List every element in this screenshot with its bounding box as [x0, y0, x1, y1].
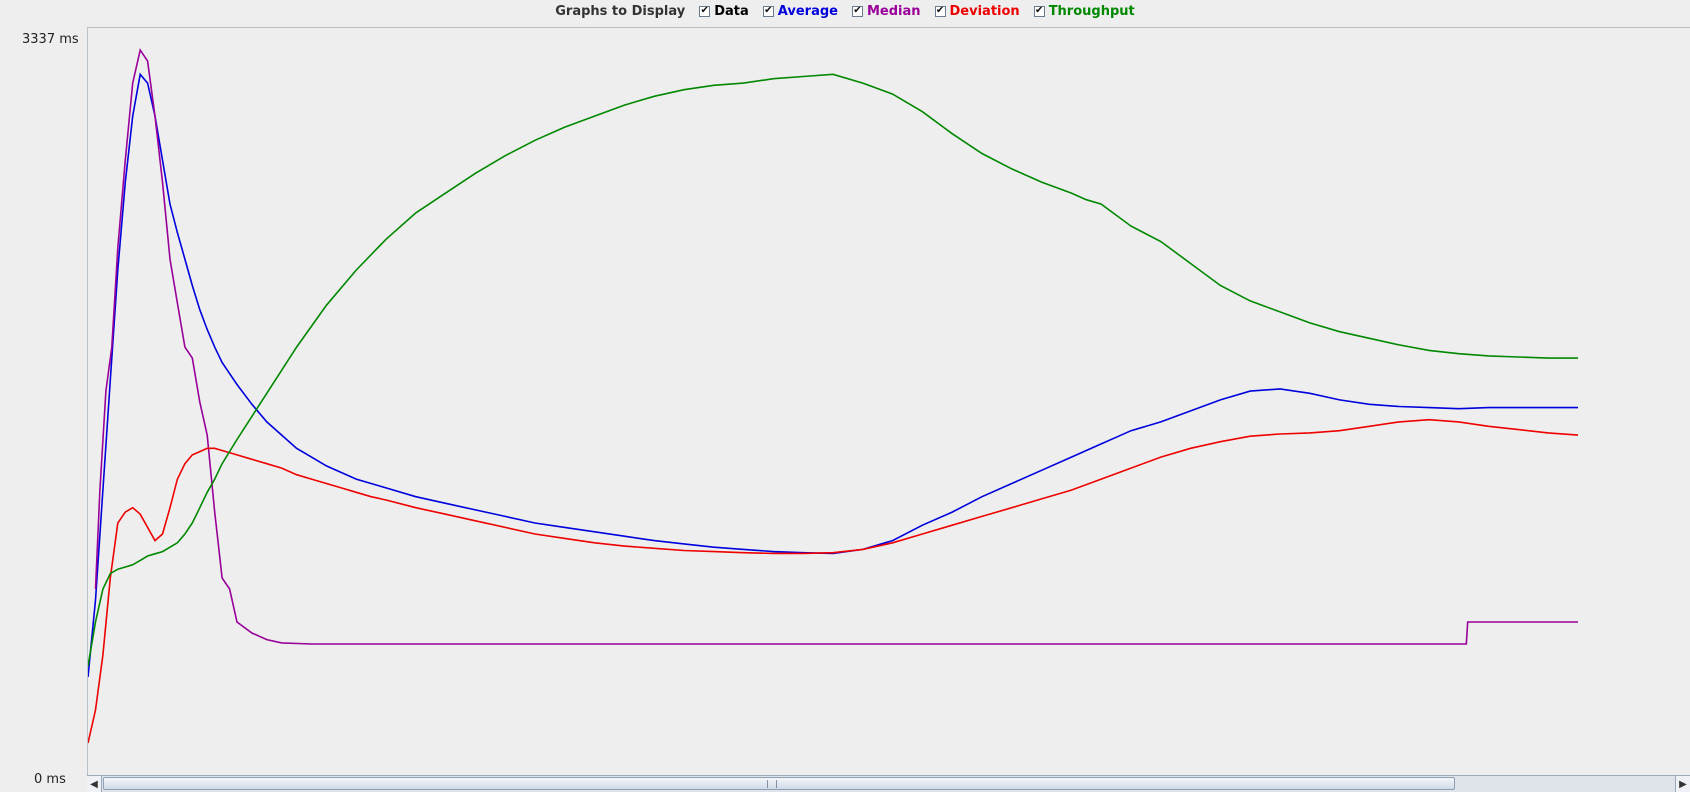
series-line-median — [94, 48, 1578, 645]
y-axis-max-label: 3337 ms — [22, 32, 79, 47]
toggle-data-label: Data — [714, 3, 749, 19]
checkbox-throughput[interactable]: ✔ — [1033, 5, 1045, 17]
arrow-right-icon[interactable]: ▶ — [1675, 776, 1690, 792]
checkbox-deviation[interactable]: ✔ — [934, 5, 946, 17]
toggle-throughput[interactable]: ✔ Throughput — [1033, 3, 1135, 19]
series-line-throughput — [88, 73, 1578, 667]
legend-title: Graphs to Display — [555, 3, 686, 19]
series-line-deviation — [88, 418, 1579, 744]
grip-icon — [767, 780, 777, 788]
scroll-thumb[interactable] — [103, 777, 1455, 790]
horizontal-scrollbar[interactable]: ◀ ▶ — [87, 775, 1690, 792]
response-time-graph — [88, 48, 1579, 744]
toggle-data[interactable]: ✔ Data — [699, 4, 749, 19]
toggle-average[interactable]: ✔ Average — [762, 3, 838, 19]
series-line-average — [88, 72, 1578, 678]
graphs-to-display-bar: Graphs to Display ✔ Data ✔ Average ✔ Med… — [0, 0, 1690, 22]
toggle-throughput-label: Throughput — [1048, 3, 1135, 19]
checkbox-average[interactable]: ✔ — [762, 5, 774, 17]
checkbox-median[interactable]: ✔ — [851, 5, 863, 17]
toggle-median-label: Median — [866, 3, 921, 19]
toggle-average-label: Average — [777, 3, 838, 19]
checkbox-data[interactable]: ✔ — [699, 5, 711, 17]
toggle-deviation[interactable]: ✔ Deviation — [934, 3, 1020, 19]
arrow-left-icon[interactable]: ◀ — [87, 776, 102, 792]
plot-area — [87, 27, 1690, 775]
toggle-deviation-label: Deviation — [949, 3, 1020, 19]
y-axis-min-label: 0 ms — [34, 772, 66, 787]
toggle-median[interactable]: ✔ Median — [851, 3, 921, 19]
